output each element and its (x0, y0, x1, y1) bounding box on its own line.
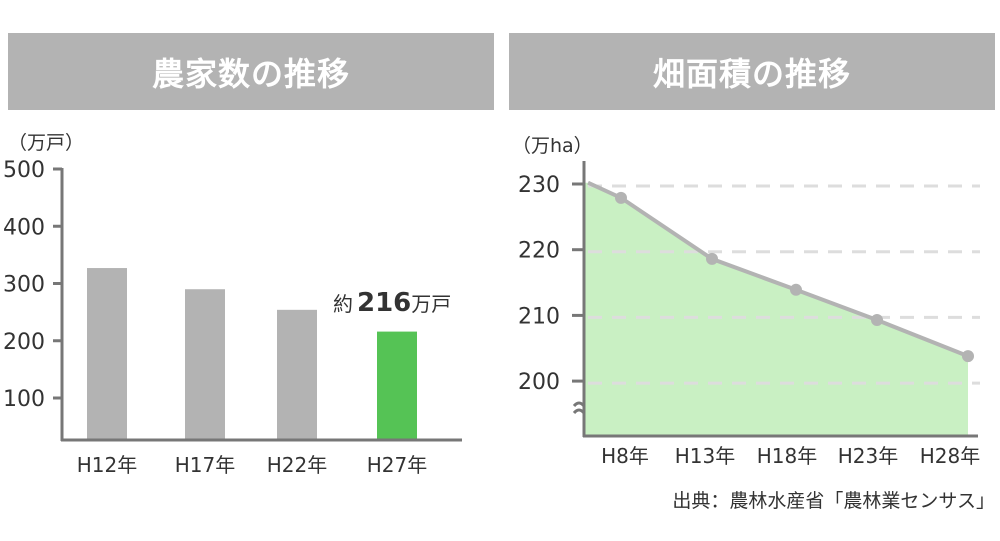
bar-annotation: 約 216万戸 (333, 288, 451, 318)
x-tick-label: H8年 (601, 444, 649, 468)
bar (87, 268, 127, 440)
bar (185, 289, 225, 440)
source-note: 出典：農林水産省「農林業センサス」 (672, 490, 995, 512)
annotation-unit: 万戸 (411, 292, 451, 316)
data-point (962, 350, 974, 363)
y-tick-label: 210 (518, 304, 560, 329)
y-tick-label: 500 (3, 158, 45, 183)
right-chart-title: 畑面積の推移 (509, 33, 995, 110)
data-point (790, 283, 802, 296)
x-tick-label: H28年 (920, 444, 981, 468)
right-y-unit: （万ha） (512, 135, 593, 157)
y-tick-label: 230 (518, 173, 560, 198)
y-tick-label: 220 (518, 239, 560, 264)
left-chart-title: 農家数の推移 (8, 33, 494, 110)
x-tick-label: H13年 (675, 444, 736, 468)
x-tick-label: H12年 (77, 453, 138, 477)
axis-break-icon (572, 401, 586, 415)
x-tick-label: H22年 (267, 453, 328, 477)
y-tick-label: 100 (3, 387, 45, 412)
data-point (706, 252, 718, 265)
data-point (871, 314, 883, 327)
bar (377, 331, 417, 440)
annotation-prefix: 約 (333, 292, 353, 316)
x-tick-label: H27年 (367, 453, 428, 477)
area-fill (584, 182, 968, 436)
y-tick-label: 300 (3, 273, 45, 298)
left-y-unit: （万戸） (8, 132, 84, 154)
data-point (615, 191, 627, 204)
series-line (587, 180, 969, 359)
y-tick-label: 200 (3, 330, 45, 355)
x-tick-label: H17年 (175, 453, 236, 477)
y-tick-label: 200 (518, 370, 560, 395)
y-tick-label: 400 (3, 215, 45, 240)
x-tick-label: H23年 (838, 444, 899, 468)
annotation-value: 216 (357, 288, 411, 318)
x-tick-label: H18年 (757, 444, 818, 468)
bar (277, 309, 317, 440)
